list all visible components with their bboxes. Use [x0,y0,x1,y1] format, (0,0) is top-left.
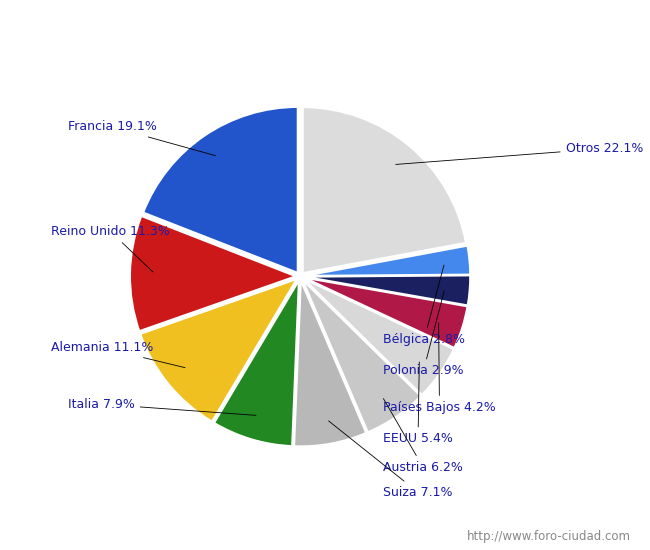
Text: Reino Unido 11.3%: Reino Unido 11.3% [51,225,170,272]
Text: Austria 6.2%: Austria 6.2% [383,399,463,474]
Wedge shape [304,276,470,305]
Text: Francia 19.1%: Francia 19.1% [68,120,216,156]
Text: EEUU 5.4%: EEUU 5.4% [383,362,453,446]
Wedge shape [143,107,298,273]
Text: Bélgica 2.8%: Bélgica 2.8% [383,265,465,346]
Wedge shape [130,216,296,331]
Wedge shape [304,246,470,276]
Wedge shape [214,280,299,446]
Wedge shape [302,280,421,432]
Wedge shape [304,279,454,395]
Text: http://www.foro-ciudad.com: http://www.foro-ciudad.com [467,530,630,543]
Text: Suiza 7.1%: Suiza 7.1% [328,421,452,499]
Text: Sueca - Turistas extranjeros según país - Abril de 2024: Sueca - Turistas extranjeros según país … [106,18,544,34]
Text: Italia 7.9%: Italia 7.9% [68,398,256,415]
Wedge shape [294,280,366,447]
Text: Otros 22.1%: Otros 22.1% [396,142,643,164]
Wedge shape [303,107,466,273]
Wedge shape [304,278,467,348]
Text: Países Bajos 4.2%: Países Bajos 4.2% [383,323,496,414]
Text: Alemania 11.1%: Alemania 11.1% [51,341,185,367]
Text: Polonia 2.9%: Polonia 2.9% [383,291,463,377]
Wedge shape [140,279,297,422]
